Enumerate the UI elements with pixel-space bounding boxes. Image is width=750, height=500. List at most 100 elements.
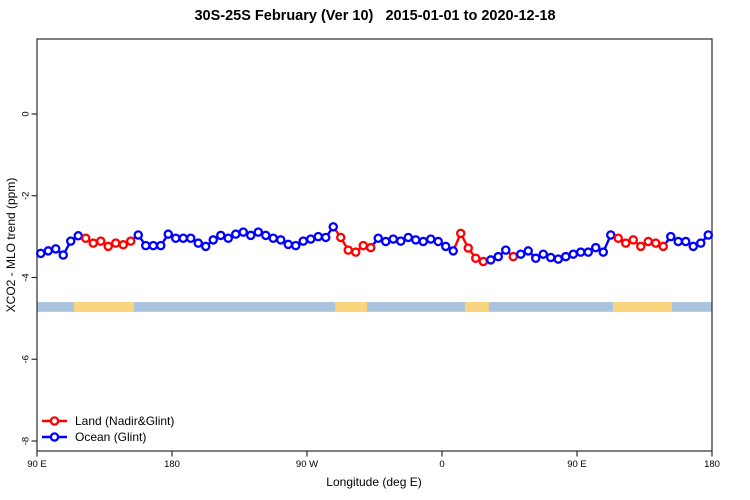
ocean-data-point — [43, 246, 54, 256]
ocean-data-point — [598, 247, 609, 257]
land-data-point — [628, 235, 639, 245]
ocean-data-point — [268, 233, 278, 244]
ocean-data-point — [320, 232, 331, 243]
legend-label: Land (Nadir&Glint) — [75, 414, 174, 428]
ocean-data-point — [178, 233, 188, 244]
ocean-data-point — [36, 248, 46, 259]
ocean-data-point — [666, 231, 676, 242]
land-data-point — [643, 236, 654, 247]
land-band-segment — [74, 302, 135, 312]
ocean-data-point — [410, 235, 421, 245]
land-band-segment — [613, 302, 672, 312]
plot-frame — [36, 38, 713, 452]
ocean-data-point — [328, 222, 338, 232]
ocean-data-point — [193, 238, 203, 248]
ocean-band-segment — [37, 302, 712, 312]
ocean-data-point — [66, 236, 76, 246]
land-data-point — [81, 233, 91, 244]
ocean-data-point — [313, 231, 323, 242]
land-data-point — [658, 241, 669, 252]
x-tick-label: 90 E — [567, 459, 587, 470]
ocean-data-point — [576, 247, 586, 257]
ocean-data-point — [230, 229, 241, 239]
ocean-data-point — [703, 230, 714, 240]
land-data-point — [103, 241, 114, 252]
x-axis-label: Longitude (deg E) — [326, 475, 422, 489]
ocean-data-point — [561, 251, 571, 262]
ocean-data-point — [170, 233, 181, 244]
land-data-point — [88, 238, 99, 248]
ocean-data-point — [373, 233, 383, 244]
land-data-point — [365, 242, 376, 253]
ocean-data-point — [260, 230, 271, 241]
chart-title: 30S-25S February (Ver 10) 2015-01-01 to … — [194, 8, 556, 24]
ocean-data-point — [425, 234, 436, 244]
ocean-data-point — [275, 235, 286, 245]
ocean-data-point — [485, 255, 496, 265]
land-data-point — [111, 238, 121, 248]
x-tick-label: 180 — [164, 459, 180, 470]
ocean-data-point — [493, 251, 503, 262]
ocean-data-point — [58, 250, 69, 260]
ocean-data-point — [223, 233, 233, 244]
ocean-data-point — [163, 229, 173, 239]
x-tick-label: 0 — [439, 459, 444, 470]
land-data-point — [651, 238, 661, 248]
y-tick-label: -4 — [21, 273, 32, 281]
legend-marker — [49, 416, 60, 426]
land-data-point — [335, 232, 346, 243]
land-data-point — [621, 238, 631, 248]
land-data-point — [96, 236, 106, 246]
y-axis: 0 -2 -4 -6 -8 — [21, 111, 37, 445]
ocean-data-point — [298, 236, 308, 246]
ocean-data-point — [388, 234, 398, 244]
ocean-data-point — [606, 230, 616, 240]
land-data-point — [613, 233, 624, 244]
ocean-data-point — [418, 236, 428, 247]
land-data-point — [126, 236, 136, 246]
ocean-data-point — [290, 240, 301, 251]
x-axis: 90 E 180 90 W 0 90 E 180 — [27, 451, 720, 470]
land-band-segment — [335, 302, 367, 312]
land-ocean-band — [37, 302, 712, 312]
ocean-data-point — [73, 231, 84, 241]
legend-marker — [49, 432, 60, 442]
land-data-point — [508, 251, 518, 262]
land-data-point — [358, 240, 368, 251]
land-data-point — [118, 240, 129, 250]
ocean-data-point — [546, 252, 556, 263]
series-points — [36, 222, 714, 267]
ocean-data-point — [523, 246, 534, 256]
ocean-data-point — [433, 236, 443, 247]
ocean-data-point — [583, 247, 594, 257]
ocean-data-point — [568, 249, 579, 259]
ocean-data-point — [696, 238, 706, 248]
y-tick-label: 0 — [21, 111, 32, 116]
land-band-segment — [464, 302, 489, 312]
ocean-data-point — [215, 230, 226, 241]
ocean-data-point — [245, 230, 256, 241]
ocean-data-point — [531, 253, 541, 264]
ocean-data-point — [673, 236, 684, 247]
ocean-data-point — [403, 232, 413, 243]
land-data-point — [636, 241, 646, 252]
ocean-data-point — [200, 241, 211, 252]
ocean-data-point — [148, 240, 158, 251]
ocean-data-point — [553, 254, 564, 264]
ocean-data-point — [380, 236, 391, 247]
land-data-point — [350, 247, 361, 257]
axes — [36, 38, 713, 452]
ocean-data-point — [591, 242, 601, 253]
ocean-data-point — [516, 249, 526, 259]
y-tick-label: -2 — [21, 192, 32, 200]
ocean-data-point — [133, 230, 143, 240]
land-data-point — [470, 253, 481, 264]
y-tick-label: -8 — [21, 437, 32, 445]
ocean-data-point — [448, 246, 458, 256]
ocean-data-point — [253, 227, 263, 237]
legend-label: Ocean (Glint) — [75, 430, 146, 444]
ocean-data-point — [305, 234, 316, 244]
x-tick-label: 90 W — [296, 459, 318, 470]
